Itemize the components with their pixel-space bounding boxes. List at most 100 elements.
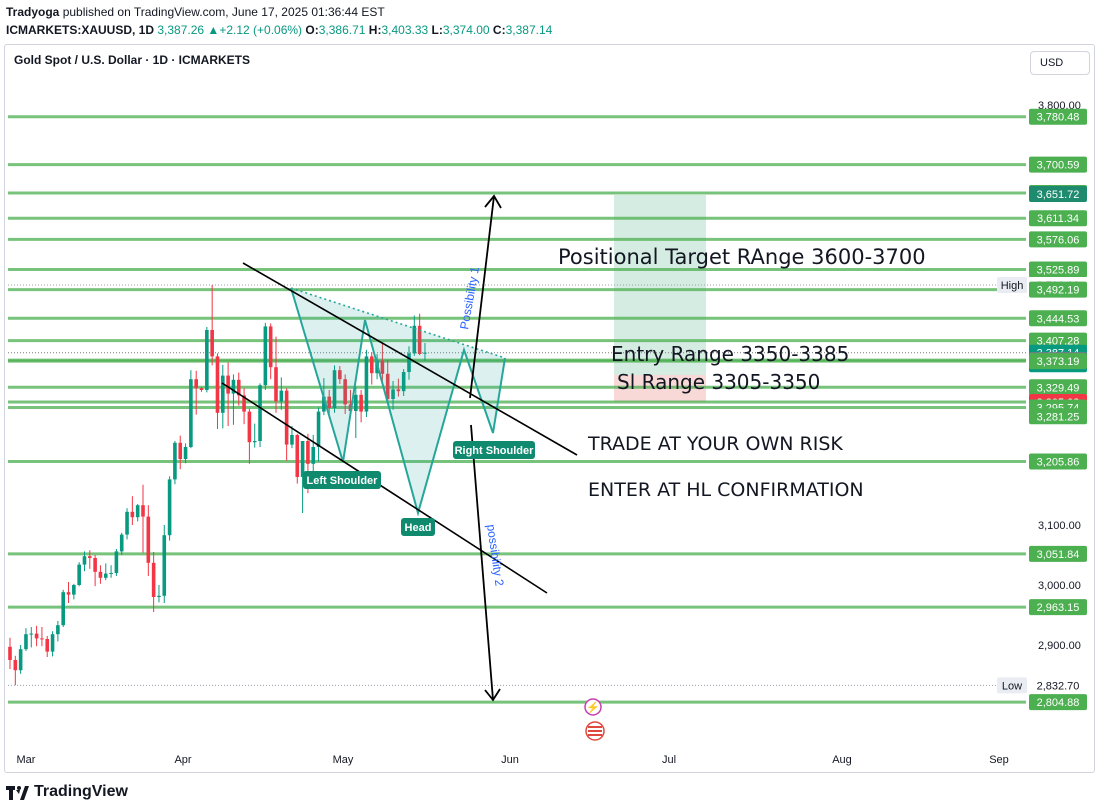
price-label-text: 2,832.70	[1037, 680, 1080, 692]
candle-body	[236, 379, 241, 396]
candle	[221, 364, 225, 429]
candle-body	[295, 435, 300, 477]
candle-body	[215, 356, 220, 413]
candle	[338, 366, 342, 384]
candle-body	[45, 639, 50, 652]
price-axis-tick: 2,900.00	[1038, 640, 1081, 652]
left-shoulder-label: Left Shoulder	[303, 471, 381, 489]
risk-warning-text: TRADE AT YOUR OWN RISK	[587, 433, 843, 455]
candle	[45, 636, 50, 657]
candle	[231, 374, 236, 425]
candle	[119, 532, 124, 555]
ticker-label: ICMARKETS:XAUUSD, 1D	[6, 23, 155, 37]
candle	[385, 360, 390, 402]
candle	[56, 621, 60, 642]
price-label-text: 3,444.53	[1037, 313, 1080, 325]
candle-body	[135, 505, 140, 518]
close-label: C:	[492, 23, 506, 37]
price-change: +2.12 (+0.06%)	[219, 23, 303, 37]
candle-body	[327, 396, 331, 408]
price-axis-tick: 3,000.00	[1038, 580, 1081, 592]
candle-body	[417, 325, 422, 354]
time-axis-tick: Sep	[989, 754, 1009, 766]
candle	[194, 370, 198, 415]
lightning-glyph-icon: ⚡	[586, 701, 600, 714]
candle-body	[364, 356, 369, 412]
price-label: 3,651.72	[1029, 185, 1087, 202]
candle-body	[66, 592, 71, 595]
price-axis-tick: 3,100.00	[1038, 520, 1081, 532]
price-label-text: 3,051.84	[1037, 549, 1080, 561]
price-label-text: 3,780.48	[1037, 112, 1080, 124]
price-label-text: 3,205.86	[1037, 456, 1080, 468]
candle	[167, 476, 172, 541]
candle	[40, 627, 44, 647]
candle-body	[311, 447, 316, 464]
possibility-2-arrowhead	[484, 688, 501, 702]
candle-body	[380, 360, 385, 374]
price-label-text: 3,329.49	[1037, 382, 1080, 394]
price-label-bg	[1029, 261, 1087, 278]
candle	[417, 313, 422, 356]
price-label-bg	[1029, 353, 1087, 370]
time-axis-tick: Apr	[174, 754, 191, 766]
candle-body	[391, 389, 395, 399]
candle-body	[8, 646, 12, 660]
time-axis-tick: Mar	[17, 754, 36, 766]
candle	[332, 365, 337, 413]
right-shoulder-label-bg	[453, 441, 535, 459]
price-label: 3,611.34	[1029, 210, 1087, 227]
candle	[300, 441, 305, 513]
candle	[252, 423, 257, 448]
entry-range-text: Entry Range 3350-3385	[611, 342, 849, 366]
candle	[141, 484, 145, 553]
hl-confirmation-text: ENTER AT HL CONFIRMATION	[588, 479, 864, 501]
currency-button[interactable]: USD	[1030, 51, 1090, 75]
time-axis-tick: Aug	[832, 754, 852, 766]
candle-body	[61, 592, 65, 626]
price-label-bg	[1029, 408, 1087, 425]
target-range-text: Positional Target RAnge 3600-3700	[558, 245, 926, 269]
close-value: 3,387.14	[505, 23, 553, 37]
candle-body	[88, 556, 92, 558]
candle	[205, 327, 209, 393]
candle	[226, 362, 230, 426]
price-label-text: 3,492.19	[1037, 285, 1080, 297]
candle	[396, 378, 401, 397]
candle	[82, 551, 87, 572]
candle	[77, 562, 81, 587]
candle-body	[125, 511, 129, 535]
price-label-bg	[1029, 185, 1087, 202]
price-label: 3,329.49	[1029, 379, 1087, 396]
candle-body	[56, 625, 60, 635]
price-label: 2,804.88	[1029, 694, 1087, 711]
price-label-bg	[1029, 453, 1087, 470]
candle	[24, 628, 28, 651]
chart-symbol-title[interactable]: Gold Spot / U.S. Dollar · 1D · ICMARKETS	[14, 53, 251, 67]
candle	[125, 508, 129, 540]
head-label: Head	[401, 518, 435, 536]
candle-body	[354, 394, 358, 411]
candle	[407, 346, 411, 380]
candle-body	[77, 564, 81, 585]
publish-header: Tradyoga published on TradingView.com, J…	[0, 0, 1100, 44]
candle-body	[284, 390, 289, 445]
price-label-bg	[1029, 694, 1087, 711]
author-name[interactable]: Tradyoga	[6, 5, 60, 19]
candles-layer	[8, 285, 427, 686]
candle	[173, 441, 177, 485]
candle	[178, 435, 183, 470]
candle-body	[263, 326, 268, 386]
candle-body	[103, 573, 108, 578]
possibility-1-arrow	[469, 195, 495, 399]
price-label-bg	[1029, 310, 1087, 327]
symbol-ohlc-line: ICMARKETS:XAUUSD, 1D 3,387.26 ▲+2.12 (+0…	[6, 23, 552, 37]
candle-body	[157, 595, 161, 597]
candle-body	[226, 375, 230, 394]
time-axis-tick: Jul	[662, 754, 676, 766]
candle	[8, 637, 12, 669]
time-axis-tick: Jun	[501, 754, 519, 766]
candle	[189, 370, 193, 449]
published-line: Tradyoga published on TradingView.com, J…	[6, 5, 385, 19]
